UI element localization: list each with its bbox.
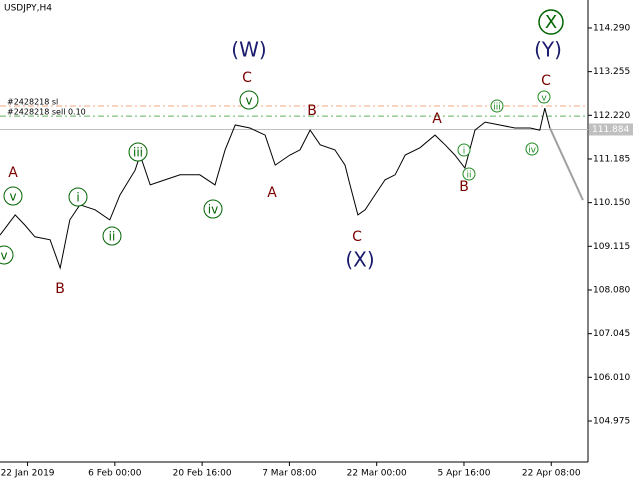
y-tick-label: 109.115 [593,242,630,252]
wave-circle [102,226,122,246]
y-tick-label: 113.255 [593,67,630,77]
wave-label: iv [208,203,218,217]
x-tick-label: 20 Feb 16:00 [173,469,232,479]
y-tick-label: 107.045 [593,329,630,339]
wave-circle [490,99,504,113]
forecast-line [548,127,584,201]
wave-label: C [352,229,362,245]
wave-label: B [459,179,469,195]
wave-label: iii [493,103,501,113]
wave-label: ii [466,171,471,181]
wave-label: B [55,281,65,297]
wave-circle [537,90,551,104]
wave-circle [525,142,539,156]
x-tick-label: 22 Apr 08:00 [522,469,581,479]
wave-label: iii [133,146,143,160]
wave-label: v [0,249,7,263]
wave-circle [462,167,476,181]
wave-label: (X) [345,248,374,272]
x-tick-label: 22 Jan 2019 [1,469,55,479]
wave-circle [3,186,23,206]
current-price-box [589,123,633,136]
y-tick-label: 111.185 [593,154,630,164]
current-price-label: 111.884 [592,125,629,135]
y-tick-label: 106.010 [593,373,630,383]
wave-label: B [307,103,317,119]
wave-circle [239,90,259,110]
wave-label: A [8,165,18,181]
wave-circle [203,199,223,219]
level-label: #2428218 sell 0.10 [7,108,86,117]
y-tick-label: 104.975 [593,416,630,426]
price-line [0,107,551,270]
wave-circle [457,143,471,157]
wave-label: i [76,191,79,205]
wave-label: ii [109,230,116,244]
wave-circle [538,9,564,35]
wave-label: X [545,12,557,33]
x-tick-label: 5 Apr 16:00 [437,469,490,479]
wave-label: A [267,185,277,201]
wave-label: v [541,94,547,104]
wave-label: i [463,147,466,157]
x-tick-label: 22 Mar 00:00 [347,469,407,479]
level-label: #2428218 sl [7,98,58,107]
x-tick-label: 6 Feb 00:00 [88,469,142,479]
wave-label: (W) [231,38,266,62]
wave-label: iv [528,146,537,156]
wave-label: C [541,73,551,89]
wave-label: v [245,94,252,108]
x-tick-label: 7 Mar 08:00 [262,469,317,479]
y-tick-label: 110.150 [593,198,630,208]
y-tick-label: 112.220 [593,111,630,121]
wave-circle [128,142,148,162]
wave-circle [68,187,88,207]
y-tick-label: 108.080 [593,285,630,295]
wave-label: C [242,70,252,86]
wave-label: (Y) [534,38,562,62]
chart-title: USDJPY,H4 [4,4,52,14]
wave-label: A [432,111,442,127]
wave-circle [0,245,14,265]
wave-label: v [9,190,16,204]
y-tick-label: 114.290 [593,23,630,33]
